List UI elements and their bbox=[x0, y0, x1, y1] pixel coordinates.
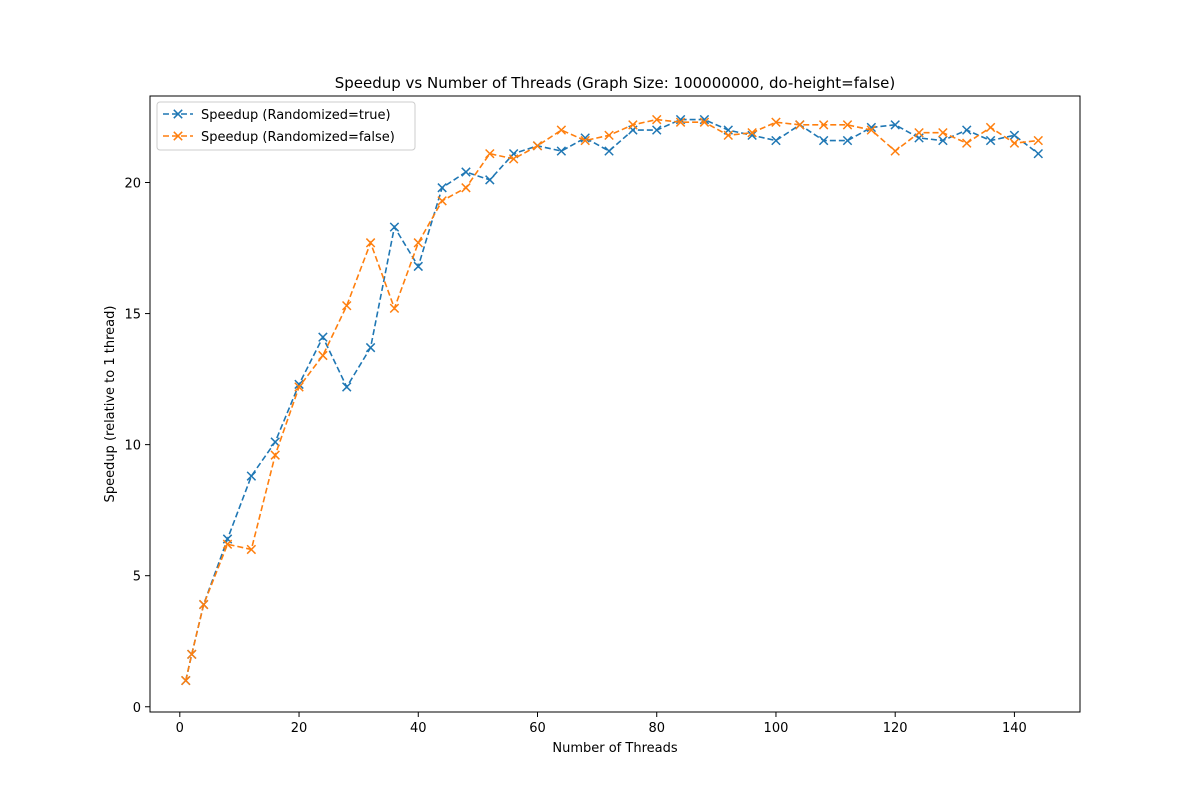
data-point bbox=[532, 141, 543, 151]
legend: Speedup (Randomized=true) Speedup (Random… bbox=[156, 101, 416, 151]
data-point bbox=[890, 146, 900, 156]
chart-title: Speedup vs Number of Threads (Graph Size… bbox=[335, 74, 896, 92]
data-point bbox=[318, 350, 328, 361]
data-point bbox=[985, 135, 996, 146]
x-tick-label: 120 bbox=[883, 721, 908, 736]
data-point bbox=[1009, 138, 1020, 148]
x-tick-label: 0 bbox=[176, 721, 184, 736]
data-point bbox=[1033, 135, 1043, 146]
data-point bbox=[699, 117, 710, 127]
legend-label: Speedup (Randomized=true) bbox=[201, 108, 391, 123]
data-point bbox=[556, 125, 567, 135]
data-point bbox=[962, 138, 972, 148]
data-point bbox=[818, 135, 829, 146]
data-point bbox=[795, 120, 805, 130]
data-point bbox=[222, 539, 233, 549]
data-point bbox=[198, 599, 209, 610]
x-axis-label: Number of Threads bbox=[552, 741, 677, 756]
data-point bbox=[294, 382, 304, 392]
data-point bbox=[1009, 130, 1020, 141]
data-point bbox=[413, 261, 423, 272]
series-line bbox=[184, 118, 1039, 681]
data-point bbox=[604, 146, 614, 156]
data-point bbox=[652, 114, 662, 125]
data-point bbox=[747, 127, 757, 138]
data-point bbox=[187, 649, 197, 660]
series-layer bbox=[181, 114, 1043, 686]
legend-box bbox=[156, 101, 416, 151]
data-point bbox=[747, 130, 757, 141]
data-point bbox=[389, 222, 400, 232]
legend-entry: Speedup (Randomized=false) bbox=[163, 130, 395, 145]
y-tick-label: 5 bbox=[133, 570, 141, 585]
data-point bbox=[842, 120, 853, 130]
x-tick-label: 40 bbox=[410, 721, 427, 736]
series-randomized-false bbox=[181, 114, 1043, 686]
y-axis-ticks: 0 5 10 15 20 bbox=[124, 177, 150, 716]
data-point bbox=[866, 125, 877, 135]
data-point bbox=[485, 148, 495, 159]
x-tick-label: 100 bbox=[764, 721, 789, 736]
data-point bbox=[246, 471, 257, 481]
data-point bbox=[294, 379, 304, 390]
data-point bbox=[318, 332, 328, 342]
data-point bbox=[270, 450, 280, 460]
data-point bbox=[181, 675, 191, 686]
data-point bbox=[1033, 148, 1043, 159]
data-point bbox=[962, 125, 972, 135]
data-point bbox=[508, 154, 519, 164]
data-point bbox=[461, 183, 471, 193]
data-point bbox=[938, 135, 948, 146]
x-tick-label: 140 bbox=[1002, 721, 1027, 736]
data-point bbox=[890, 120, 900, 130]
data-point bbox=[461, 167, 471, 177]
data-point bbox=[985, 122, 996, 133]
x-tick-label: 20 bbox=[291, 721, 308, 736]
data-point bbox=[246, 544, 257, 555]
x-axis-ticks: 0 20 40 60 80 100 120 140 bbox=[176, 712, 1027, 736]
data-point bbox=[914, 127, 924, 138]
axes-frame bbox=[149, 95, 1081, 713]
data-point bbox=[437, 196, 447, 206]
data-point bbox=[389, 303, 400, 314]
data-point bbox=[723, 130, 733, 141]
data-point bbox=[580, 135, 590, 146]
data-point bbox=[604, 130, 614, 141]
y-tick-label: 15 bbox=[124, 308, 141, 323]
data-point bbox=[771, 135, 781, 146]
legend-marker bbox=[173, 131, 183, 141]
legend-label: Speedup (Randomized=false) bbox=[201, 130, 395, 145]
data-point bbox=[437, 183, 447, 193]
x-tick-label: 60 bbox=[529, 721, 546, 736]
y-tick-label: 0 bbox=[133, 701, 141, 716]
data-point bbox=[365, 342, 376, 353]
data-point bbox=[365, 238, 376, 248]
y-axis-label: Speedup (relative to 1 thread) bbox=[103, 306, 118, 503]
x-tick-label: 80 bbox=[648, 721, 665, 736]
data-point bbox=[413, 238, 423, 248]
data-point bbox=[771, 117, 781, 127]
data-point bbox=[818, 120, 829, 130]
data-point bbox=[342, 382, 352, 392]
y-tick-label: 10 bbox=[124, 439, 141, 454]
data-point bbox=[342, 300, 352, 311]
data-point bbox=[485, 175, 495, 185]
data-point bbox=[675, 117, 686, 127]
y-tick-label: 20 bbox=[124, 177, 141, 192]
legend-entry: Speedup (Randomized=true) bbox=[163, 108, 391, 123]
data-point bbox=[556, 146, 567, 156]
data-point bbox=[842, 135, 853, 146]
data-point bbox=[938, 127, 948, 138]
data-point bbox=[628, 120, 638, 130]
data-point bbox=[652, 125, 662, 135]
legend-marker bbox=[173, 109, 183, 119]
